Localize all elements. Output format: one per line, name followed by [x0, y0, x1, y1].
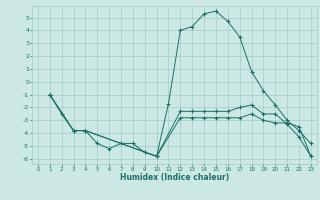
X-axis label: Humidex (Indice chaleur): Humidex (Indice chaleur)	[120, 173, 229, 182]
